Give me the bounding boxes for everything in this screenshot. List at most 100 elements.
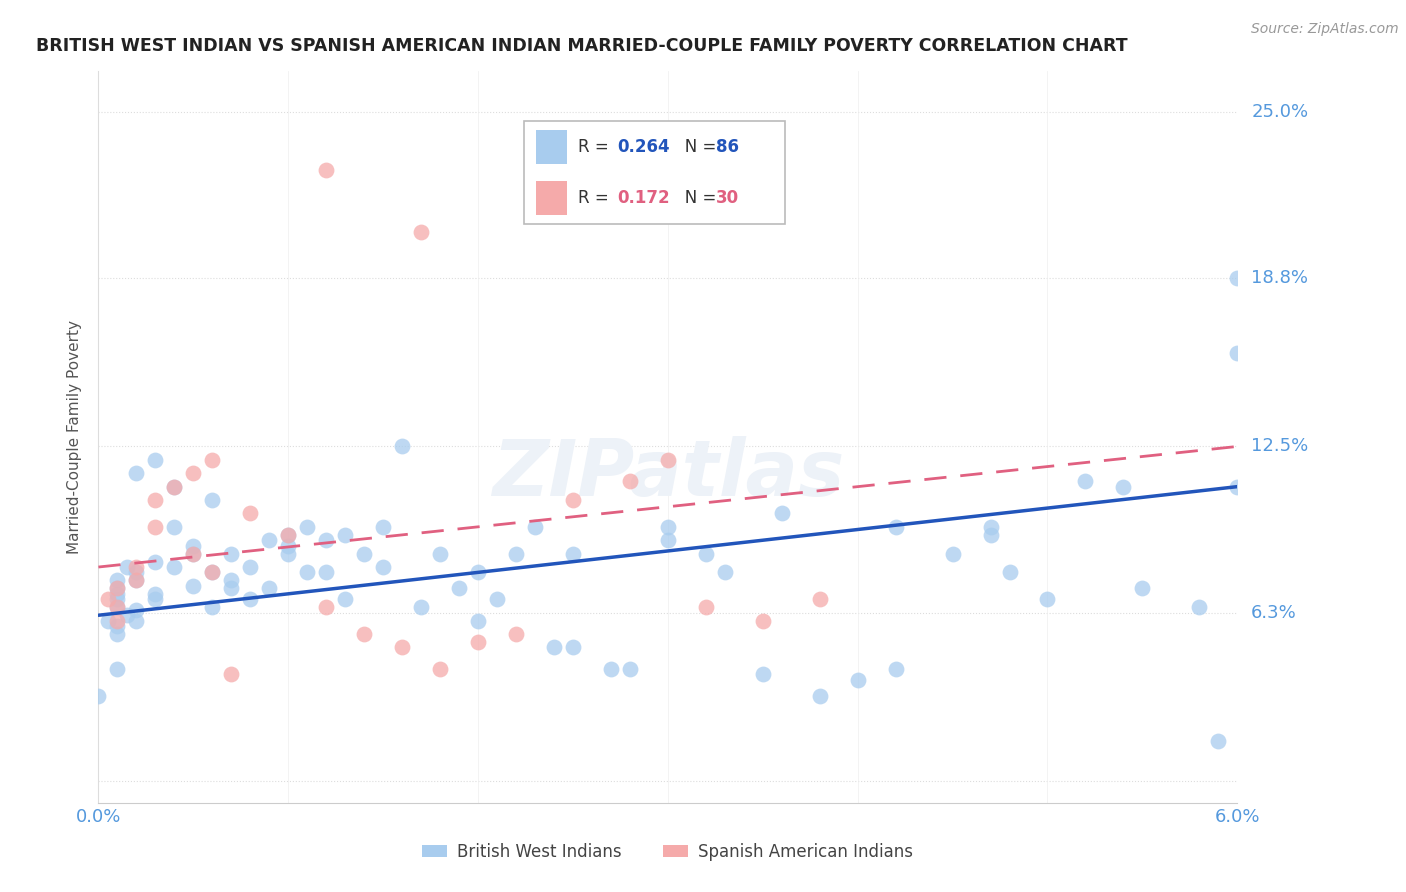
Point: [562, 640, 585, 655]
Point: [1074, 475, 1097, 489]
Point: [752, 667, 775, 681]
Point: [97, 592, 120, 607]
Text: 0.172: 0.172: [617, 189, 669, 207]
Point: [239, 592, 262, 607]
Point: [297, 566, 319, 580]
Point: [1036, 592, 1059, 607]
Point: [846, 673, 869, 687]
Point: [107, 574, 129, 588]
Point: [695, 600, 717, 615]
Point: [97, 614, 120, 628]
Point: [145, 453, 167, 467]
Point: [107, 662, 129, 676]
Point: [505, 547, 527, 561]
Text: R =: R =: [578, 189, 614, 207]
Point: [107, 619, 129, 633]
Point: [315, 600, 337, 615]
Y-axis label: Married-Couple Family Poverty: Married-Couple Family Poverty: [67, 320, 83, 554]
Point: [259, 582, 281, 596]
Point: [221, 582, 243, 596]
Point: [201, 453, 224, 467]
Point: [315, 566, 337, 580]
Text: Source: ZipAtlas.com: Source: ZipAtlas.com: [1251, 22, 1399, 37]
Point: [411, 600, 433, 615]
Point: [714, 566, 737, 580]
Point: [884, 662, 907, 676]
Point: [297, 520, 319, 534]
Text: 12.5%: 12.5%: [1251, 437, 1309, 456]
Point: [107, 587, 129, 601]
Point: [505, 627, 527, 641]
Point: [87, 689, 110, 703]
Point: [353, 547, 375, 561]
Point: [315, 533, 337, 548]
Point: [125, 603, 148, 617]
Point: [1112, 480, 1135, 494]
Point: [115, 560, 138, 574]
Point: [600, 662, 623, 676]
Point: [562, 493, 585, 508]
Point: [1132, 582, 1154, 596]
Point: [429, 547, 451, 561]
Point: [201, 493, 224, 508]
Point: [1226, 270, 1249, 285]
Point: [183, 547, 205, 561]
Point: [221, 574, 243, 588]
Text: 86: 86: [716, 138, 738, 156]
Point: [239, 560, 262, 574]
Point: [391, 440, 413, 454]
Point: [183, 539, 205, 553]
Point: [107, 592, 129, 607]
Point: [239, 507, 262, 521]
Text: 25.0%: 25.0%: [1251, 103, 1309, 120]
Point: [1226, 345, 1249, 359]
Point: [619, 475, 641, 489]
Point: [315, 163, 337, 178]
Point: [657, 520, 679, 534]
Text: 6.3%: 6.3%: [1251, 604, 1296, 622]
Point: [107, 600, 129, 615]
Point: [980, 520, 1002, 534]
Point: [752, 614, 775, 628]
Point: [371, 520, 394, 534]
Point: [145, 592, 167, 607]
Text: 30: 30: [716, 189, 738, 207]
Point: [163, 480, 186, 494]
Point: [429, 662, 451, 676]
Point: [183, 579, 205, 593]
Point: [221, 667, 243, 681]
Point: [1188, 600, 1211, 615]
Point: [277, 528, 299, 542]
Point: [125, 574, 148, 588]
Point: [449, 582, 471, 596]
Point: [884, 520, 907, 534]
Point: [467, 566, 489, 580]
Point: [125, 560, 148, 574]
Point: [107, 627, 129, 641]
Point: [183, 467, 205, 481]
Point: [201, 566, 224, 580]
Point: [695, 547, 717, 561]
Point: [163, 520, 186, 534]
Point: [353, 627, 375, 641]
Text: N =: N =: [669, 189, 721, 207]
Point: [657, 453, 679, 467]
Point: [942, 547, 965, 561]
Point: [145, 520, 167, 534]
Point: [391, 640, 413, 655]
Point: [562, 547, 585, 561]
Point: [125, 566, 148, 580]
Point: [277, 547, 299, 561]
Text: 18.8%: 18.8%: [1251, 268, 1308, 286]
Point: [163, 480, 186, 494]
Point: [183, 547, 205, 561]
Text: R =: R =: [578, 138, 614, 156]
Point: [125, 614, 148, 628]
Point: [107, 614, 129, 628]
Point: [277, 528, 299, 542]
Point: [145, 587, 167, 601]
Point: [201, 600, 224, 615]
Point: [115, 608, 138, 623]
Text: 0.264: 0.264: [617, 138, 669, 156]
Text: N =: N =: [669, 138, 721, 156]
